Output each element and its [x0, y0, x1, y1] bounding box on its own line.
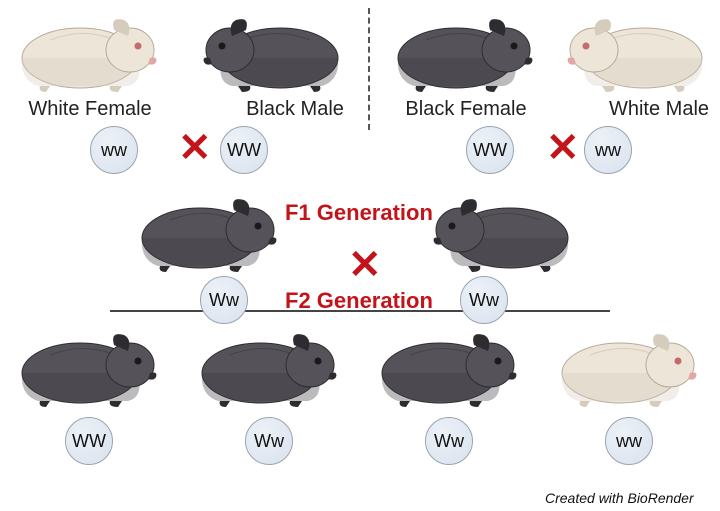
genotype-badge: Ww [425, 417, 473, 465]
guinea-pig-icon [190, 325, 340, 410]
guinea-pig [130, 190, 280, 275]
guinea-pig-icon [130, 190, 280, 275]
guinea-pig [190, 325, 340, 410]
parent-label: White Female [15, 98, 165, 121]
generation-label-f2: F2 Generation [285, 288, 445, 314]
guinea-pig-icon [550, 325, 700, 410]
genotype-badge: ww [605, 417, 653, 465]
genotype-badge: Ww [200, 276, 248, 324]
genotype-badge: Ww [245, 417, 293, 465]
parent-label: White Male [584, 98, 720, 121]
guinea-pig [564, 10, 714, 95]
cross-symbol: ✕ [178, 128, 212, 168]
guinea-pig [370, 325, 520, 410]
genotype-badge: Ww [460, 276, 508, 324]
guinea-pig-icon [370, 325, 520, 410]
guinea-pig [200, 10, 350, 95]
guinea-pig [10, 10, 160, 95]
guinea-pig [10, 325, 160, 410]
guinea-pig [430, 190, 580, 275]
guinea-pig-icon [10, 10, 160, 95]
generation-label-f1: F1 Generation [285, 200, 445, 226]
parent-label: Black Female [391, 98, 541, 121]
guinea-pig [386, 10, 536, 95]
cross-symbol: ✕ [546, 128, 580, 168]
genotype-badge: ww [584, 126, 632, 174]
cross-symbol: ✕ [348, 245, 382, 285]
guinea-pig-icon [564, 10, 714, 95]
genotype-badge: ww [90, 126, 138, 174]
guinea-pig-icon [386, 10, 536, 95]
genotype-badge: WW [466, 126, 514, 174]
genotype-badge: WW [65, 417, 113, 465]
genotype-badge: WW [220, 126, 268, 174]
credit-text: Created with BioRender [545, 490, 694, 506]
guinea-pig [550, 325, 700, 410]
guinea-pig-icon [200, 10, 350, 95]
guinea-pig-icon [10, 325, 160, 410]
parent-label: Black Male [220, 98, 370, 121]
guinea-pig-icon [430, 190, 580, 275]
